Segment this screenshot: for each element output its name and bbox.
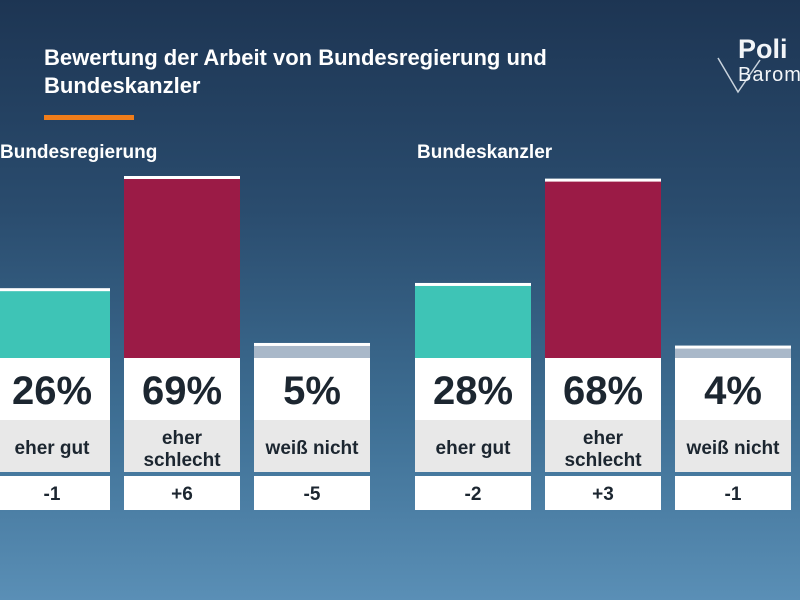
- bar-cap: [0, 288, 110, 292]
- category-box: [124, 420, 240, 472]
- category-label: eher: [583, 428, 624, 449]
- value-box: [545, 358, 661, 420]
- logo-text-line2: Barom: [738, 64, 800, 86]
- bar: [0, 290, 110, 358]
- panel-title-bundeskanzler: Bundeskanzler: [417, 142, 553, 163]
- change-box: [124, 476, 240, 510]
- bar-cap: [415, 282, 531, 286]
- value-box: [124, 358, 240, 420]
- category-box: [545, 420, 661, 472]
- bar-cap: [545, 178, 661, 182]
- bar-cap: [124, 176, 240, 179]
- change-box: [415, 476, 531, 510]
- category-label: schlecht: [143, 450, 221, 471]
- change-label: +3: [592, 484, 614, 505]
- value-label: 68%: [563, 369, 643, 413]
- category-label: schlecht: [564, 450, 642, 471]
- logo-check-mark: [717, 57, 761, 94]
- change-label: -5: [304, 484, 321, 505]
- value-label: 69%: [142, 369, 222, 413]
- category-label: eher: [162, 428, 203, 449]
- category-label: weiß nicht: [686, 438, 781, 459]
- bar: [124, 178, 240, 358]
- change-label: -1: [725, 484, 742, 505]
- value-box: [675, 358, 791, 420]
- politbarometer-logo: Poli Barom: [716, 30, 800, 100]
- value-box: [254, 358, 370, 420]
- bar: [545, 180, 661, 358]
- category-box: [0, 420, 110, 472]
- bar: [675, 347, 791, 358]
- category-label: weiß nicht: [265, 438, 360, 459]
- change-box: [0, 476, 110, 510]
- value-label: 5%: [283, 369, 341, 413]
- change-box: [545, 476, 661, 510]
- category-label: eher gut: [436, 438, 512, 459]
- chart-title: Bewertung der Arbeit von Bundesregierung…: [44, 45, 547, 98]
- bar-cap: [675, 345, 791, 349]
- bar: [415, 284, 531, 358]
- value-label: 28%: [433, 369, 513, 413]
- change-label: -2: [465, 484, 482, 505]
- panel-title-bundesregierung: Bundesregierung: [0, 142, 158, 163]
- change-box: [254, 476, 370, 510]
- value-label: 4%: [704, 369, 762, 413]
- category-label: eher gut: [15, 438, 91, 459]
- change-label: -1: [44, 484, 61, 505]
- category-box: [675, 420, 791, 472]
- value-box: [415, 358, 531, 420]
- logo-text-line1: Poli: [738, 34, 788, 64]
- value-label: 26%: [12, 369, 92, 413]
- category-box: [254, 420, 370, 472]
- change-box: [675, 476, 791, 510]
- bar-cap: [254, 342, 370, 346]
- value-box: [0, 358, 110, 420]
- category-box: [415, 420, 531, 472]
- bar: [254, 344, 370, 358]
- change-label: +6: [171, 484, 193, 505]
- title-accent-bar: [44, 115, 134, 120]
